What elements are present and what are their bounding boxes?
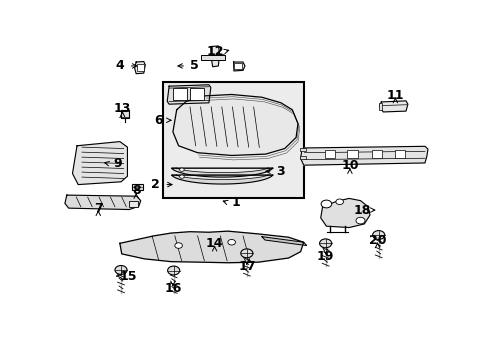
Text: 13: 13 (114, 102, 131, 115)
Circle shape (355, 217, 365, 224)
Polygon shape (171, 168, 272, 177)
Text: 17: 17 (238, 260, 255, 273)
Polygon shape (379, 101, 407, 112)
Polygon shape (233, 62, 244, 71)
Polygon shape (320, 198, 369, 228)
Circle shape (179, 175, 184, 178)
Circle shape (115, 266, 127, 274)
Polygon shape (210, 46, 219, 67)
Bar (299, 156, 305, 159)
Bar (173, 88, 187, 100)
Circle shape (175, 243, 182, 248)
Bar (201, 55, 224, 60)
Bar (132, 184, 142, 190)
Circle shape (319, 239, 331, 248)
Polygon shape (262, 237, 306, 246)
Text: 9: 9 (113, 157, 122, 170)
Bar (121, 110, 129, 118)
Polygon shape (171, 175, 272, 184)
Text: 8: 8 (132, 184, 140, 197)
Text: 5: 5 (190, 59, 199, 72)
Polygon shape (134, 62, 145, 74)
Polygon shape (120, 231, 303, 263)
Bar (299, 148, 305, 151)
Bar (371, 150, 382, 158)
Bar (394, 150, 405, 158)
Text: 7: 7 (94, 202, 102, 216)
Polygon shape (167, 85, 210, 104)
Text: 15: 15 (119, 270, 137, 283)
Circle shape (227, 239, 235, 245)
Circle shape (179, 168, 184, 171)
Bar (346, 150, 357, 158)
Text: 16: 16 (164, 282, 181, 295)
Bar (189, 88, 204, 100)
Circle shape (240, 249, 252, 258)
Text: 6: 6 (154, 114, 163, 127)
Polygon shape (65, 195, 141, 210)
Circle shape (372, 231, 384, 239)
Text: 18: 18 (353, 203, 370, 217)
Text: 10: 10 (341, 159, 358, 172)
Text: 2: 2 (151, 178, 160, 191)
Bar (137, 64, 143, 71)
Circle shape (335, 199, 343, 204)
Bar (129, 201, 138, 207)
Text: 20: 20 (368, 234, 386, 247)
Polygon shape (300, 146, 427, 165)
Circle shape (167, 266, 180, 275)
Text: 1: 1 (231, 196, 240, 209)
Bar (324, 150, 334, 158)
Bar (378, 103, 382, 110)
Text: 4: 4 (116, 59, 124, 72)
Polygon shape (173, 94, 297, 156)
Circle shape (321, 200, 331, 208)
Text: 12: 12 (206, 45, 224, 58)
Text: 19: 19 (316, 250, 334, 263)
Text: 14: 14 (205, 237, 223, 250)
Text: 3: 3 (276, 165, 285, 178)
Polygon shape (72, 141, 127, 185)
Bar (163, 82, 303, 198)
Text: 11: 11 (386, 89, 403, 102)
Bar (233, 63, 242, 69)
